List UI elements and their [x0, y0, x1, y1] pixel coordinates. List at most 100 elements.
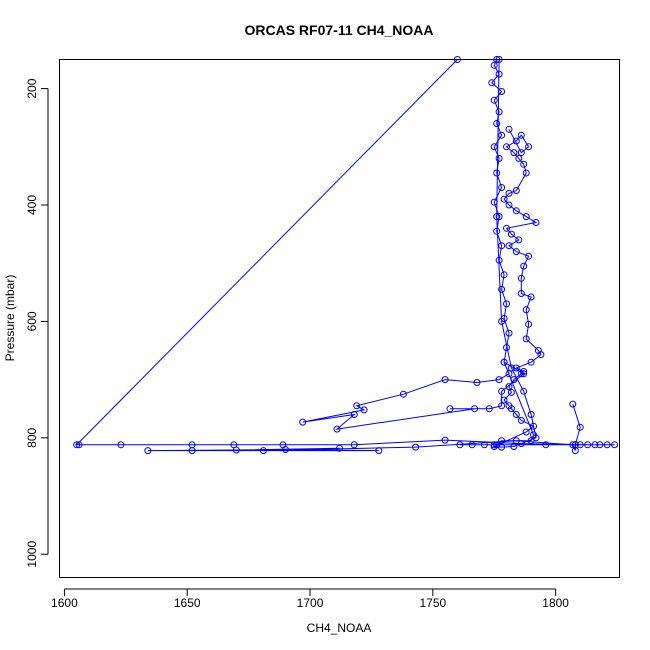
- data-point: [333, 425, 341, 433]
- series-line-1: [492, 59, 542, 448]
- data-point: [350, 441, 358, 449]
- data-point: [510, 376, 518, 384]
- y-tick-label: 800: [25, 427, 39, 447]
- data-point: [522, 428, 530, 436]
- data-point: [507, 230, 515, 238]
- data-point: [360, 406, 368, 414]
- data-point: [117, 441, 125, 449]
- data-point: [507, 388, 515, 396]
- data-point: [527, 411, 535, 418]
- data-point: [480, 441, 488, 449]
- data-point: [512, 187, 520, 194]
- data-point: [525, 320, 533, 328]
- data-point: [498, 131, 506, 139]
- data-point: [446, 405, 454, 413]
- data-point: [375, 447, 383, 455]
- data-point: [498, 387, 506, 395]
- data-point: [498, 317, 506, 325]
- data-point: [505, 242, 513, 250]
- data-point: [532, 219, 540, 226]
- data-point: [493, 169, 501, 177]
- data-point: [493, 227, 501, 235]
- data-point: [441, 376, 449, 384]
- data-point: [259, 447, 267, 455]
- data-point: [576, 423, 584, 431]
- data-point: [468, 441, 476, 449]
- data-point: [488, 79, 496, 87]
- data-point: [503, 224, 510, 232]
- data-point: [505, 125, 513, 133]
- data-point: [517, 370, 525, 378]
- series-line-0: [75, 59, 615, 446]
- data-point: [512, 437, 520, 445]
- data-point: [503, 300, 510, 308]
- y-axis: 200 400 600 800 1000: [25, 78, 49, 568]
- data-point: [493, 213, 501, 221]
- data-point: [500, 271, 508, 279]
- data-point: [498, 184, 506, 191]
- data-point: [188, 447, 196, 455]
- y-tick-label: 400: [25, 195, 39, 215]
- x-tick-label: 1800: [542, 596, 569, 610]
- data-point: [530, 422, 537, 430]
- data-point: [490, 143, 498, 151]
- data-point: [512, 137, 520, 145]
- data-point: [517, 274, 525, 282]
- data-point: [522, 213, 530, 221]
- data-point: [505, 370, 513, 378]
- data-point: [485, 405, 493, 413]
- data-point: [490, 61, 498, 69]
- data-point: [75, 441, 83, 449]
- data-point: [596, 441, 604, 449]
- data-point: [611, 441, 619, 449]
- x-tick-label: 1600: [51, 596, 78, 610]
- data-point: [399, 390, 407, 398]
- data-point: [510, 149, 518, 157]
- y-tick-label: 600: [25, 311, 39, 331]
- data-point: [520, 387, 528, 395]
- data-point: [495, 154, 503, 162]
- data-point: [282, 446, 289, 453]
- data-point: [498, 402, 506, 410]
- data-point: [353, 402, 361, 410]
- data-point: [517, 416, 525, 424]
- x-tick-label: 1650: [174, 596, 201, 610]
- x-tick-label: 1750: [419, 596, 446, 610]
- data-point: [576, 441, 584, 449]
- data-point: [505, 189, 513, 197]
- data-point: [490, 96, 498, 104]
- data-point: [515, 154, 523, 162]
- data-point: [520, 262, 528, 270]
- y-tick-label: 1000: [25, 541, 39, 568]
- data-point: [73, 441, 81, 449]
- data-point: [517, 149, 525, 157]
- data-point: [503, 143, 510, 151]
- data-point: [490, 443, 498, 450]
- data-point: [500, 195, 508, 203]
- data-point: [471, 405, 479, 413]
- data-point: [336, 444, 343, 452]
- data-point: [473, 379, 481, 386]
- data-point: [542, 441, 550, 449]
- data-point: [498, 242, 506, 250]
- data-point: [299, 418, 307, 426]
- data-point: [510, 443, 518, 450]
- y-tick-label: 200: [25, 78, 39, 98]
- data-point: [512, 364, 520, 372]
- x-axis: 1600 1650 1700 1750 1800: [51, 588, 569, 610]
- data-point: [350, 411, 358, 418]
- data-point: [520, 160, 528, 168]
- data-point: [505, 402, 513, 410]
- data-point: [517, 290, 525, 297]
- data-point: [525, 252, 533, 260]
- data-point: [534, 347, 542, 354]
- plot-frame: [59, 59, 620, 578]
- data-point: [520, 368, 528, 375]
- data-point: [500, 358, 508, 366]
- data-point: [498, 285, 506, 293]
- data-point: [527, 293, 535, 301]
- data-point: [498, 443, 506, 451]
- data-point: [584, 441, 592, 449]
- y-axis-label: Pressure (mbar): [3, 275, 17, 362]
